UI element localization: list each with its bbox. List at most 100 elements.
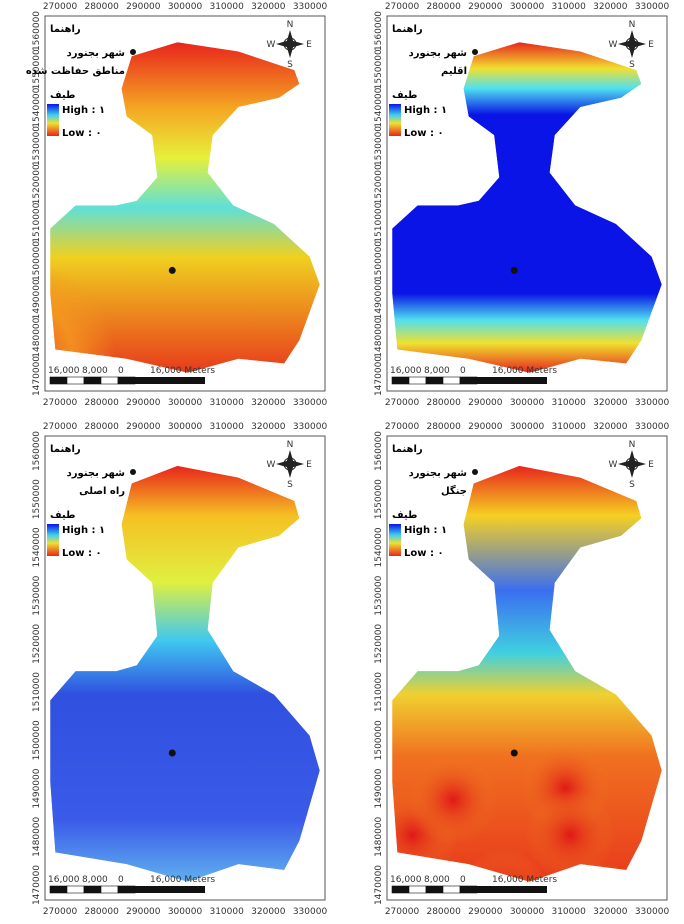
scale-bar-segment	[135, 886, 205, 893]
y-coordinate-label: 1510000	[32, 202, 42, 242]
legend-high: High : ۱	[404, 105, 447, 116]
scale-bar-label: 16,000 Meters	[150, 875, 215, 885]
map-panel: 2700002700002800002800002900002900003000…	[374, 2, 669, 408]
y-coordinate-label: 1500000	[32, 241, 42, 281]
scale-bar-segment	[409, 377, 426, 384]
north-e: E	[306, 460, 312, 470]
x-coordinate-label: 270000	[43, 2, 78, 12]
x-coordinate-label: 330000	[293, 398, 328, 408]
y-coordinate-label: 1540000	[32, 87, 42, 127]
legend-ramp-swatch	[47, 524, 59, 556]
scale-bar-label: 16,000 Meters	[492, 366, 557, 376]
north-n: N	[629, 440, 636, 450]
x-coordinate-label: 300000	[510, 2, 545, 12]
y-coordinate-label: 1500000	[32, 720, 42, 760]
map-panel: 2700002700002800002800002900002900003000…	[32, 422, 327, 917]
legend-ramp: طيف	[50, 90, 75, 101]
scale-bar-segment	[50, 886, 67, 893]
north-w: W	[609, 40, 618, 50]
x-coordinate-label: 320000	[593, 2, 628, 12]
x-coordinate-label: 330000	[635, 907, 670, 917]
y-coordinate-label: 1540000	[374, 527, 384, 567]
map-panel: 2700002700002800002800002900002900003000…	[0, 2, 425, 408]
x-coordinate-label: 290000	[126, 2, 161, 12]
legend-ramp: طيف	[392, 90, 417, 101]
scale-bar-segment	[477, 886, 547, 893]
scale-bar-label: 0	[118, 366, 124, 376]
scale-bar-segment	[443, 886, 460, 893]
legend-title: راهنما	[50, 444, 81, 455]
x-coordinate-label: 300000	[168, 398, 203, 408]
legend-layer: راه اصلی	[79, 486, 125, 497]
x-coordinate-label: 320000	[251, 907, 286, 917]
y-coordinate-label: 1560000	[374, 11, 384, 51]
x-coordinate-label: 330000	[635, 2, 670, 12]
legend-city-dot	[472, 469, 478, 475]
x-coordinate-label: 310000	[209, 398, 244, 408]
x-coordinate-label: 280000	[84, 398, 119, 408]
x-coordinate-label: 290000	[126, 907, 161, 917]
scale-bar-segment	[118, 377, 135, 384]
figure: 270000 270000 280000 280000 290000 290000 3000…	[0, 0, 684, 924]
legend-low: Low : ۰	[404, 548, 444, 559]
legend-city-dot	[472, 49, 478, 55]
north-e: E	[648, 40, 654, 50]
x-coordinate-label: 310000	[209, 422, 244, 432]
legend-low: Low : ۰	[62, 128, 102, 139]
x-coordinate-label: 290000	[468, 907, 503, 917]
scale-bar-label: 0	[460, 366, 466, 376]
scale-bar-segment	[443, 377, 460, 384]
x-coordinate-label: 310000	[209, 907, 244, 917]
scale-bar-label: 8,000	[424, 875, 450, 885]
y-coordinate-label: 1530000	[32, 575, 42, 615]
legend-title: راهنما	[392, 444, 423, 455]
legend-high: High : ۱	[62, 525, 105, 536]
x-coordinate-label: 280000	[84, 2, 119, 12]
legend-city: شهر بجنورد	[409, 468, 468, 479]
map-panel: 2700002700002800002800002900002900003000…	[367, 422, 669, 924]
scale-bar-segment	[460, 377, 477, 384]
scale-bar-label: 0	[118, 875, 124, 885]
scale-bar-segment	[135, 377, 205, 384]
y-coordinate-label: 1480000	[32, 816, 42, 856]
y-coordinate-label: 1500000	[374, 241, 384, 281]
x-coordinate-label: 270000	[385, 907, 420, 917]
legend-ramp-swatch	[389, 524, 401, 556]
x-coordinate-label: 320000	[593, 398, 628, 408]
y-coordinate-label: 1560000	[32, 431, 42, 471]
x-coordinate-label: 270000	[43, 398, 78, 408]
x-coordinate-label: 280000	[426, 422, 461, 432]
north-w: W	[609, 460, 618, 470]
scale-bar-label: 16,000 Meters	[150, 366, 215, 376]
north-s: S	[629, 60, 635, 70]
x-coordinate-label: 300000	[168, 422, 203, 432]
x-coordinate-label: 330000	[293, 907, 328, 917]
legend-ramp: طيف	[392, 510, 417, 521]
legend-high: High : ۱	[62, 105, 105, 116]
legend-layer: جنگل	[441, 484, 467, 497]
y-coordinate-label: 1540000	[32, 527, 42, 567]
x-coordinate-label: 270000	[43, 907, 78, 917]
x-coordinate-label: 320000	[593, 422, 628, 432]
y-coordinate-label: 1510000	[32, 672, 42, 712]
scale-bar-segment	[118, 886, 135, 893]
scale-bar-label: 8,000	[82, 366, 108, 376]
scale-bar-label: 8,000	[82, 875, 108, 885]
y-coordinate-label: 1520000	[32, 164, 42, 204]
scale-bar-segment	[460, 886, 477, 893]
north-s: S	[287, 60, 293, 70]
x-coordinate-label: 280000	[84, 907, 119, 917]
x-coordinate-label: 320000	[251, 2, 286, 12]
city-marker	[169, 749, 176, 756]
scale-bar-segment	[392, 377, 409, 384]
legend-layer: مناطق حفاظت شده	[26, 66, 125, 77]
city-marker	[511, 749, 518, 756]
y-coordinate-label: 1480000	[374, 317, 384, 357]
legend-city: شهر بجنورد	[67, 468, 126, 479]
scale-bar-segment	[392, 886, 409, 893]
x-coordinate-label: 280000	[426, 907, 461, 917]
north-w: W	[267, 40, 276, 50]
city-marker	[511, 267, 518, 274]
x-coordinate-label: 300000	[168, 907, 203, 917]
x-coordinate-label: 330000	[635, 422, 670, 432]
